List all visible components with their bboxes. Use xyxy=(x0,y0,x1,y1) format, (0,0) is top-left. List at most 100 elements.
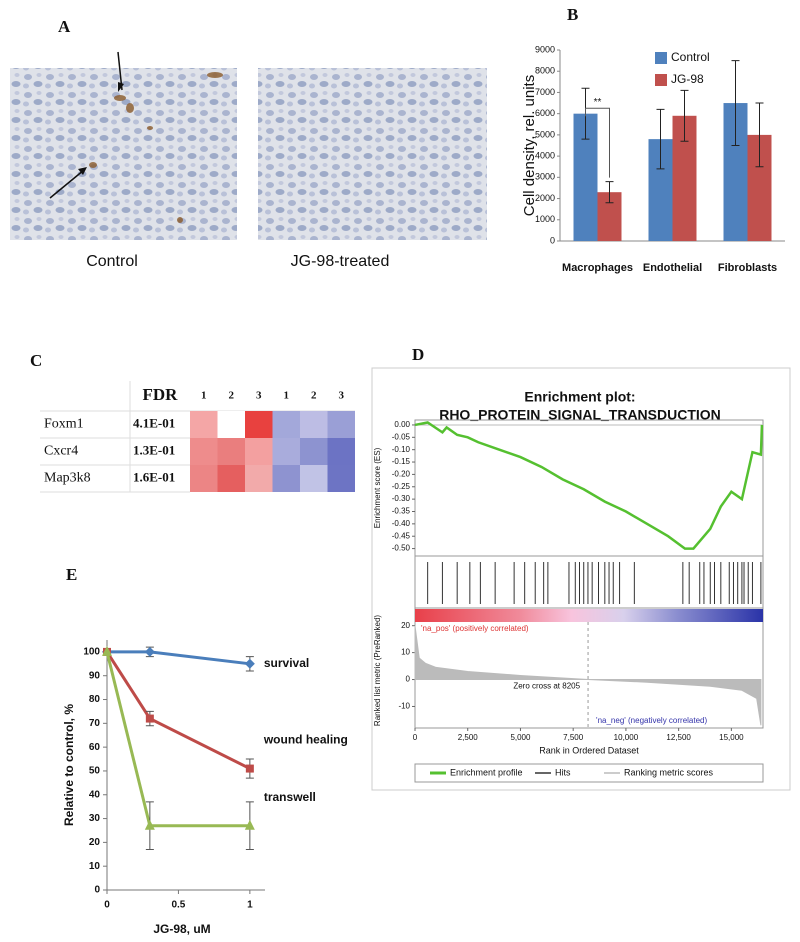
annotation: Zero cross at 8205 xyxy=(513,682,580,691)
error-bar xyxy=(755,102,764,168)
y-tick-label: 6000 xyxy=(535,108,555,118)
heat-cell xyxy=(245,411,273,438)
annotation: 'na_pos' (positively correlated) xyxy=(421,624,529,633)
y-tick-label: 50 xyxy=(89,766,101,777)
fdr-value: 1.3E-01 xyxy=(133,442,175,457)
annotation: 'na_neg' (negatively correlated) xyxy=(596,716,707,725)
y-tick-label: 0 xyxy=(550,235,555,245)
micrograph xyxy=(258,68,487,240)
x-tick-label: Fibroblasts xyxy=(718,262,777,274)
legend-swatch xyxy=(655,74,667,86)
x-tick-label: 15,000 xyxy=(719,733,744,742)
x-tick-label: 12,500 xyxy=(666,733,691,742)
gene-name: Map3k8 xyxy=(44,471,91,486)
heat-cell xyxy=(272,465,300,492)
y-tick-label: 1000 xyxy=(535,214,555,224)
series-label: transwell xyxy=(264,790,316,804)
heat-cell xyxy=(217,411,245,438)
panel-label: C xyxy=(30,351,42,370)
x-axis-label: Rank in Ordered Dataset xyxy=(539,745,639,755)
panel-label: A xyxy=(58,17,71,36)
y-tick-label: -0.25 xyxy=(392,482,411,491)
x-tick-label: 10,000 xyxy=(614,733,639,742)
fdr-value: 1.6E-01 xyxy=(133,469,175,484)
table-header: 2 xyxy=(311,390,317,402)
y-tick-label: 5000 xyxy=(535,129,555,139)
x-tick-label: 0 xyxy=(413,733,418,742)
panel-frame xyxy=(371,367,791,791)
y-tick-label: 10 xyxy=(401,648,410,657)
y-tick-label: 20 xyxy=(401,621,410,630)
y-tick-label: -0.20 xyxy=(392,470,411,479)
y-tick-label: -0.40 xyxy=(392,519,411,528)
image-label: JG-98-treated xyxy=(291,253,390,270)
x-tick-label: 0.5 xyxy=(171,900,185,911)
rank-color-bar xyxy=(415,609,763,622)
x-tick-label: Macrophages xyxy=(562,262,633,274)
significance-label: ** xyxy=(594,97,602,108)
stain-spots xyxy=(89,72,223,223)
legend-label: Hits xyxy=(555,767,571,777)
marker xyxy=(144,646,155,657)
y-tick-label: -0.05 xyxy=(392,432,411,441)
series-line xyxy=(105,651,250,828)
x-tick-label: 1 xyxy=(247,900,253,911)
marker xyxy=(144,819,155,830)
panel-label: D xyxy=(412,345,424,364)
y-tick-label: -0.30 xyxy=(392,494,411,503)
panel-label: B xyxy=(567,5,578,24)
x-tick-label: 0 xyxy=(104,900,110,911)
marker xyxy=(244,658,255,669)
gene-name: Cxcr4 xyxy=(44,444,78,459)
heat-cell xyxy=(190,438,218,465)
y-tick-label: 0 xyxy=(406,675,411,684)
y-tick-label: 70 xyxy=(89,718,101,729)
table-header: FDR xyxy=(143,385,179,404)
y-tick-label: -0.35 xyxy=(392,507,411,516)
series-line xyxy=(105,651,251,770)
heat-cell xyxy=(245,465,273,492)
legend-label: JG-98 xyxy=(671,72,704,86)
heat-cell xyxy=(327,411,355,438)
arrow-head xyxy=(118,82,124,92)
legend-label: Ranking metric scores xyxy=(624,767,714,777)
heat-cell xyxy=(272,438,300,465)
panel-label: E xyxy=(66,565,77,584)
x-axis-label: JG-98, uM xyxy=(153,922,210,936)
y-axis-label: Cell density, rel. units xyxy=(521,75,538,216)
y-tick-label: 9000 xyxy=(535,44,555,54)
significance-bracket xyxy=(585,107,610,178)
fdr-value: 4.1E-01 xyxy=(133,415,175,430)
x-tick-label: Endothelial xyxy=(643,262,702,274)
heat-cell xyxy=(272,411,300,438)
y-tick-label: 0 xyxy=(94,885,100,896)
series-line xyxy=(107,650,251,666)
legend-swatch xyxy=(655,52,667,64)
y-tick-label: 60 xyxy=(89,742,101,753)
chart-title: RHO_PROTEIN_SIGNAL_TRANSDUCTION xyxy=(439,407,721,423)
marker xyxy=(244,819,255,830)
legend-frame xyxy=(414,763,764,783)
y-tick-label: 80 xyxy=(89,694,101,705)
table-header: 1 xyxy=(284,390,290,402)
heat-cell xyxy=(300,465,328,492)
gene-name: Foxm1 xyxy=(44,417,84,432)
error-bar xyxy=(656,108,665,170)
y-tick-label: -0.15 xyxy=(392,457,411,466)
heat-cell xyxy=(327,465,355,492)
y-tick-label: 100 xyxy=(83,647,100,658)
heat-cell xyxy=(245,438,273,465)
y-axis-label: Ranked list metric (PreRanked) xyxy=(373,615,382,726)
series-label: wound healing xyxy=(263,733,348,747)
table-header: 3 xyxy=(339,390,345,402)
heat-cell xyxy=(190,411,218,438)
y-tick-label: 90 xyxy=(89,670,101,681)
y-tick-label: 8000 xyxy=(535,66,555,76)
y-tick-label: 3000 xyxy=(535,172,555,182)
y-tick-label: 2000 xyxy=(535,193,555,203)
heat-cell xyxy=(190,465,218,492)
marker xyxy=(245,764,254,773)
table-header: 1 xyxy=(201,390,207,402)
enrichment-line xyxy=(414,421,764,550)
y-axis-label: Relative to control, % xyxy=(62,704,76,826)
